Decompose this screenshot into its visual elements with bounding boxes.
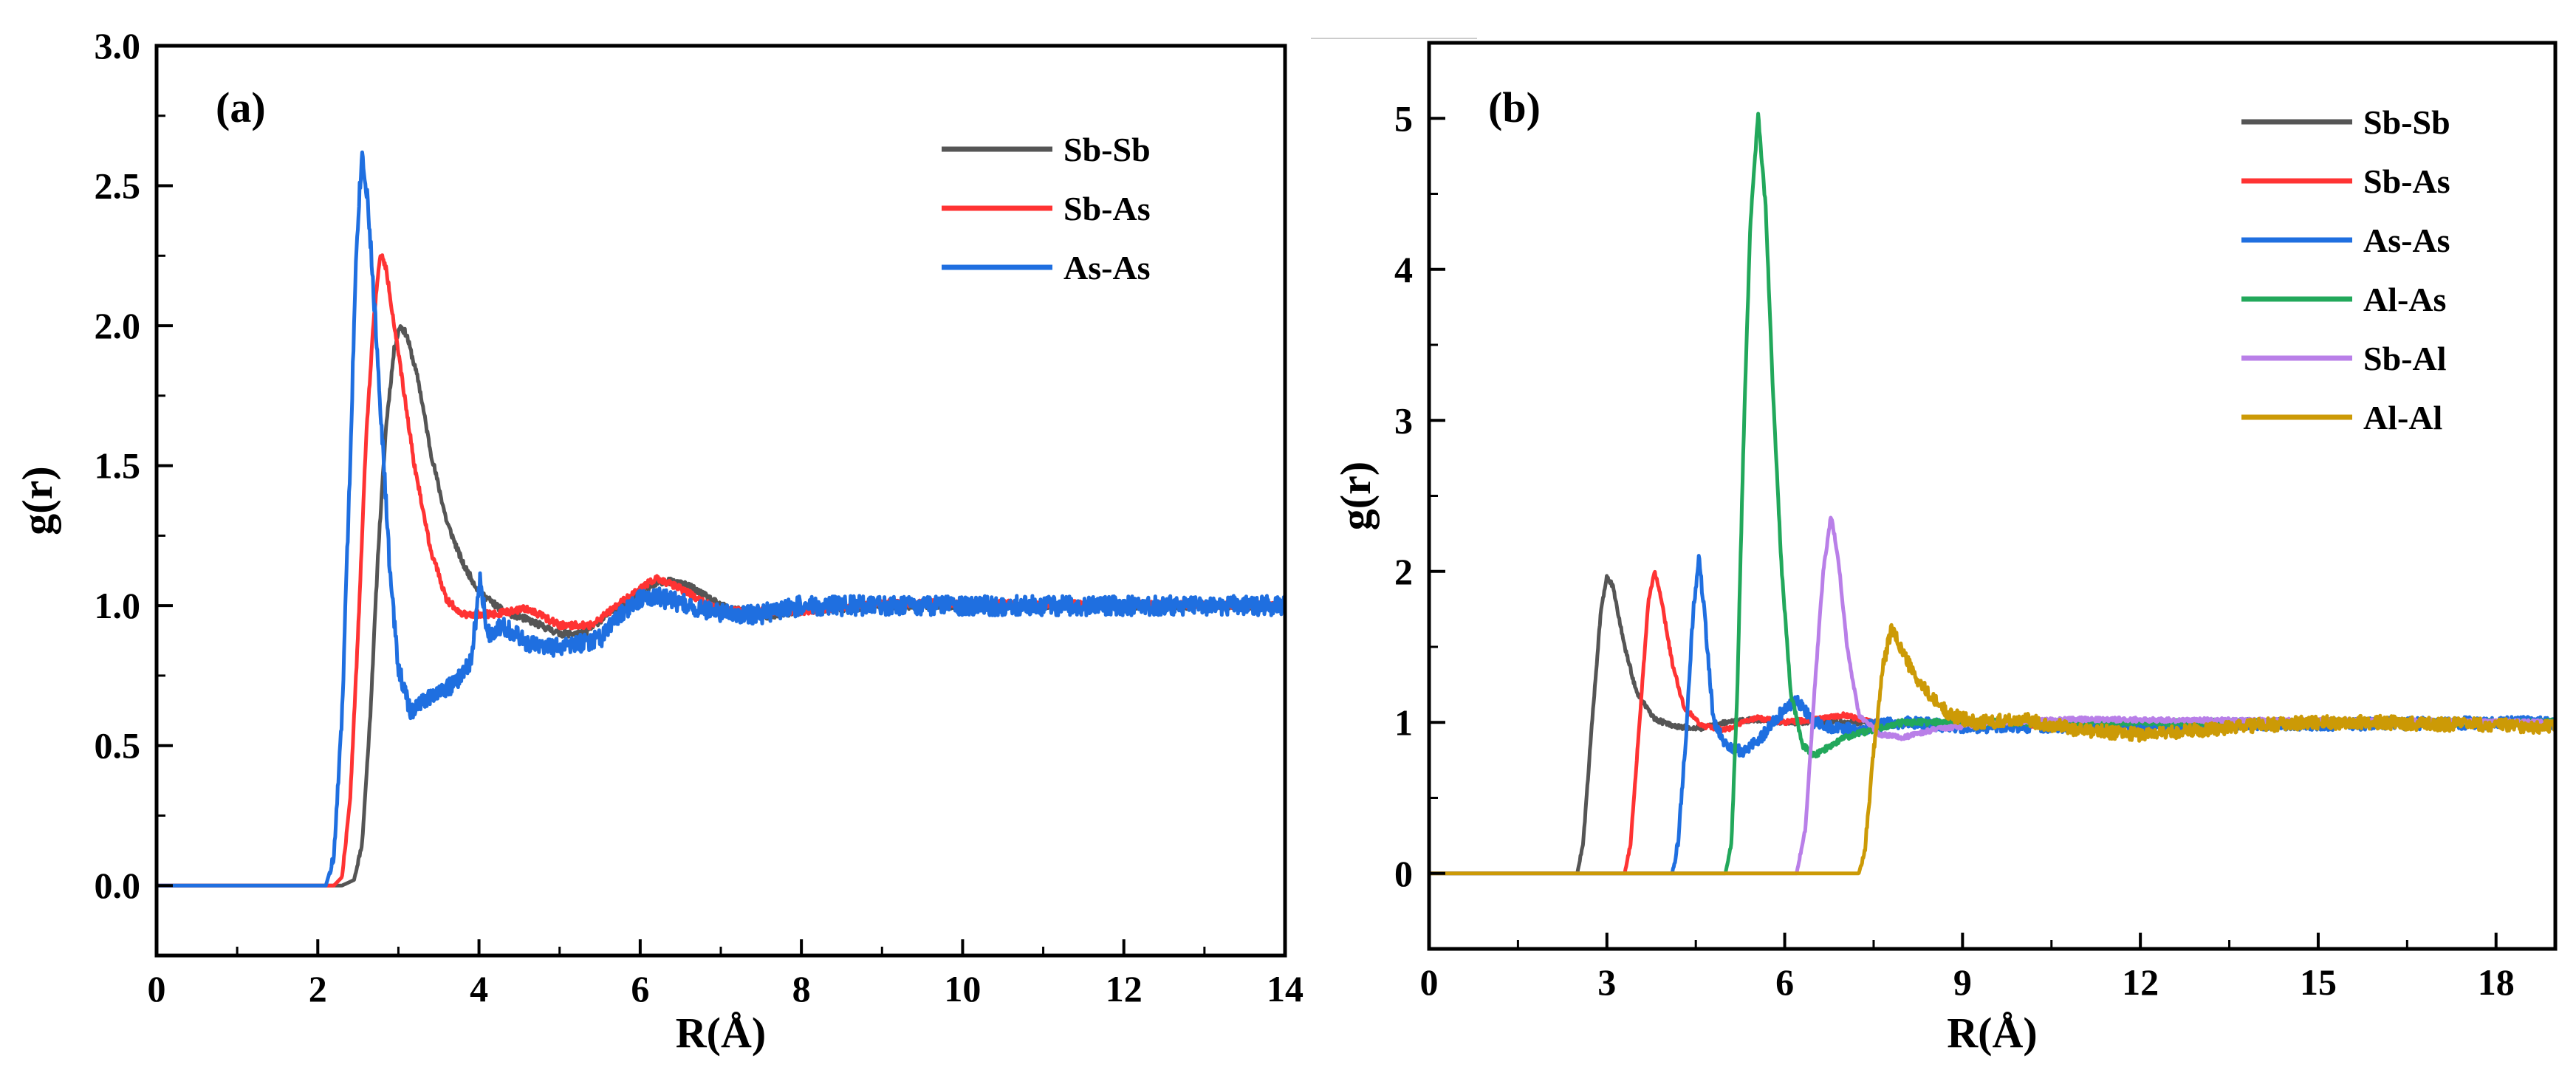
x-tick-label: 8 (792, 968, 811, 1009)
y-tick-label: 1 (1394, 702, 1413, 743)
y-tick-label: 0.0 (95, 865, 141, 906)
series-group (157, 150, 1285, 888)
y-tick-label: 3.0 (95, 25, 141, 66)
y-tick-label: 0 (1394, 853, 1413, 894)
y-tick-label: 1.0 (95, 585, 141, 626)
legend-label-as-as: As-As (1063, 249, 1151, 287)
y-tick-label: 2.5 (95, 165, 141, 207)
x-tick-label: 9 (1953, 961, 1972, 1003)
legend-label-sb-as: Sb-As (2363, 162, 2450, 200)
y-axis-title: g(r) (1332, 462, 1380, 530)
legend-label-as-as: As-As (2363, 222, 2450, 259)
x-tick-label: 2 (309, 968, 327, 1009)
series-group (1429, 112, 2555, 876)
y-tick-label: 5 (1394, 97, 1413, 139)
y-tick-label: 4 (1394, 249, 1413, 290)
panel-label: (a) (216, 83, 266, 131)
legend: Sb-Sb Sb-As As-As (942, 131, 1151, 287)
x-tick-label: 18 (2478, 961, 2515, 1003)
x-tick-label: 6 (1775, 961, 1794, 1003)
x-tick-label: 12 (2122, 961, 2159, 1003)
panel-label: (b) (1488, 83, 1541, 131)
series-line-sb-al (1429, 515, 2555, 876)
x-tick-label: 4 (470, 968, 488, 1009)
x-tick-label: 12 (1106, 968, 1143, 1009)
x-tick-label: 10 (944, 968, 981, 1009)
x-tick-label: 15 (2300, 961, 2337, 1003)
legend-label-sb-sb: Sb-Sb (2363, 103, 2450, 141)
series-line-al-al (1429, 623, 2555, 876)
panel-a: 0 2 4 6 8 10 12 14 0.0 0.5 1.0 1.5 2.0 2.5 3.0 R(Å) g(r)… (13, 25, 1304, 1057)
x-tick-label: 14 (1267, 968, 1304, 1009)
plot-frame (154, 44, 1287, 958)
x-axis-title: R(Å) (1947, 1009, 2037, 1057)
legend-label-sb-sb: Sb-Sb (1063, 131, 1151, 168)
x-tick-label: 3 (1597, 961, 1616, 1003)
y-tick-label: 2.0 (95, 305, 141, 346)
y-tick-label: 2 (1394, 551, 1413, 592)
legend-label-sb-al: Sb-Al (2363, 340, 2446, 377)
y-tick-label: 0.5 (95, 725, 141, 767)
legend: Sb-Sb Sb-As As-As Al-As Sb-Al Al-Al (2241, 103, 2450, 436)
x-tick-label: 0 (148, 968, 166, 1009)
x-axis-title: R(Å) (676, 1009, 766, 1057)
series-line-as-as (157, 150, 1285, 888)
x-tick-label: 0 (1420, 961, 1439, 1003)
y-tick-label: 1.5 (95, 445, 141, 487)
legend-label-al-al: Al-Al (2363, 399, 2442, 436)
series-line-sb-as (157, 253, 1285, 888)
x-tick-label: 6 (631, 968, 649, 1009)
y-axis-title: g(r) (13, 466, 61, 535)
legend-label-al-as: Al-As (2363, 281, 2446, 318)
legend-label-sb-as: Sb-As (1063, 190, 1151, 227)
y-tick-label: 3 (1394, 399, 1413, 441)
